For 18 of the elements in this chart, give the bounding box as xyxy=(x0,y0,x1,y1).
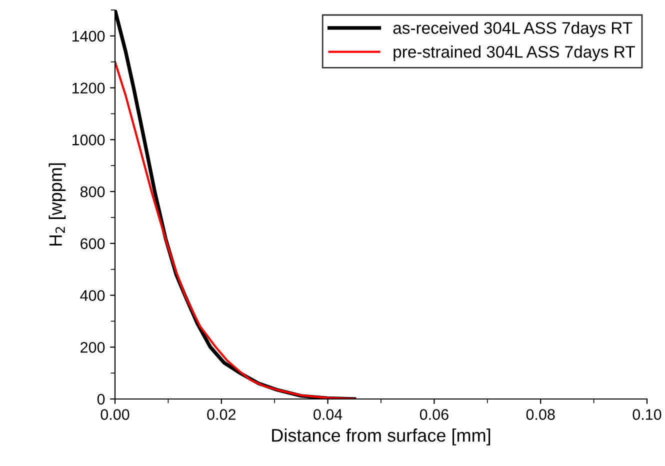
legend-label: pre-strained 304L ASS 7days RT xyxy=(394,46,635,62)
y-tick-label: 200 xyxy=(80,342,105,353)
x-tick-label: 0.00 xyxy=(100,409,130,420)
x-tick-label: 0.06 xyxy=(420,409,448,420)
x-tick-label: 0.08 xyxy=(526,409,555,420)
y-tick-label: 1400 xyxy=(72,30,105,42)
y-tick-label: 0 xyxy=(97,394,105,405)
x-axis-title: Distance from surface [mm] xyxy=(272,428,490,446)
x-tick-label: 0.04 xyxy=(314,409,342,420)
y-tick-label: 1200 xyxy=(72,82,105,94)
x-tick-label: 0.02 xyxy=(207,409,236,420)
y-tick-label: 600 xyxy=(80,238,105,250)
y-tick-label: 800 xyxy=(80,186,105,198)
legend-label: as-received 304L ASS 7days RT xyxy=(393,22,632,38)
x-tick-label: 0.10 xyxy=(632,409,662,420)
y-tick-label: 1000 xyxy=(72,134,105,146)
y-axis-title: H$_{2}$ [wppm] xyxy=(48,163,66,246)
y-tick-label: 400 xyxy=(80,290,105,301)
